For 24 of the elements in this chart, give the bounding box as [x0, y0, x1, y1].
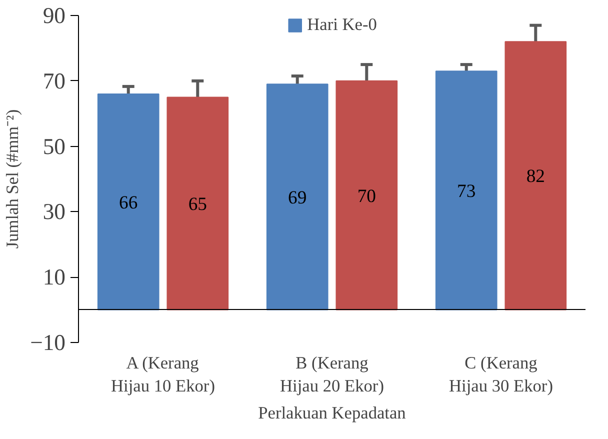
data-label: 82 — [526, 166, 545, 188]
bar — [504, 41, 567, 310]
data-label: 65 — [188, 194, 207, 216]
y-tick-label: −10 — [30, 330, 66, 355]
bar — [166, 96, 229, 310]
bar — [435, 70, 498, 310]
y-tick-label: 50 — [42, 134, 66, 159]
legend-label: Hari Ke-0 — [307, 15, 377, 35]
x-axis-title: Perlakuan Kepadatan — [258, 403, 406, 422]
y-tick-label: 70 — [42, 68, 66, 94]
bar — [336, 80, 398, 310]
data-label: 73 — [457, 180, 476, 202]
y-tick-label: 10 — [42, 264, 66, 290]
x-tick-label: B (Kerang Hijau 20 Ekor) — [280, 354, 384, 396]
x-tick-label: C (Kerang Hijau 30 Ekor) — [449, 354, 554, 396]
bar — [266, 84, 328, 310]
y-axis-title: Jumlah Sel (#mm⁻²) — [3, 109, 22, 249]
bar — [97, 93, 160, 310]
x-tick-label: A (Kerang Hijau 10 Ekor) — [111, 354, 216, 396]
y-tick-label: 90 — [42, 3, 66, 28]
data-label: 69 — [288, 187, 307, 208]
data-label: 70 — [357, 186, 376, 207]
y-tick-label: 30 — [42, 199, 66, 224]
data-label: 66 — [119, 192, 138, 214]
